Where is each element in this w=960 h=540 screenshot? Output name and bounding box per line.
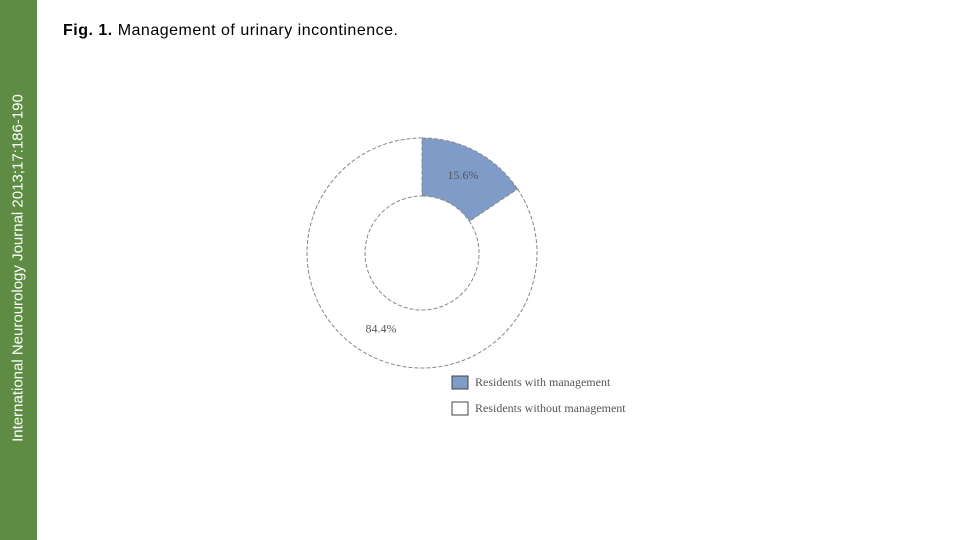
- sidebar: International Neurourology Journal 2013;…: [0, 0, 37, 540]
- legend-swatch: [451, 375, 469, 390]
- chart-title: Management of urinary incontinence.: [117, 22, 399, 39]
- caption-label: Fig. 1.: [63, 22, 113, 39]
- legend-swatch: [451, 401, 469, 416]
- pie-slice: [306, 137, 538, 369]
- data-label: 15.6%: [447, 168, 478, 182]
- caption: Fig. 1. Management of urinary incontinen…: [63, 22, 398, 40]
- data-label: 84.4%: [366, 322, 397, 336]
- pie-slice: [421, 137, 519, 222]
- legend-label: Residents without management: [475, 401, 626, 415]
- legend-label: Residents with management: [475, 375, 611, 389]
